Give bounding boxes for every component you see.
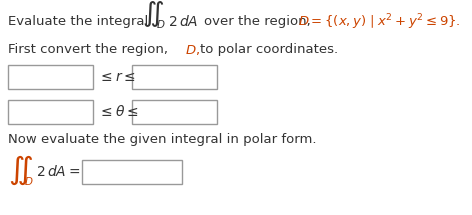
Text: $2\,dA =$: $2\,dA =$	[36, 164, 80, 180]
Text: $D,$: $D,$	[185, 43, 200, 57]
Text: $D = \{(x, y) \mid x^2 + y^2 \leq 9\}.$: $D = \{(x, y) \mid x^2 + y^2 \leq 9\}.$	[298, 12, 460, 32]
Text: First convert the region,: First convert the region,	[8, 43, 168, 57]
Text: $\leq r \leq$: $\leq r \leq$	[98, 70, 135, 84]
Text: Evaluate the integral: Evaluate the integral	[8, 15, 148, 29]
Text: $D$: $D$	[156, 18, 166, 30]
Text: $2\,dA$: $2\,dA$	[168, 14, 198, 29]
Bar	[132, 100, 217, 124]
Text: $\iint$: $\iint$	[8, 153, 33, 187]
Text: $\iint$: $\iint$	[142, 0, 164, 29]
Bar	[82, 160, 182, 184]
Text: $\leq \theta \leq$: $\leq \theta \leq$	[98, 104, 138, 120]
Bar	[8, 100, 93, 124]
Bar	[8, 65, 93, 89]
Bar	[132, 65, 217, 89]
Text: over the region,: over the region,	[204, 15, 311, 29]
Text: to polar coordinates.: to polar coordinates.	[200, 43, 338, 57]
Text: Now evaluate the given integral in polar form.: Now evaluate the given integral in polar…	[8, 134, 317, 146]
Text: $D$: $D$	[24, 175, 34, 187]
